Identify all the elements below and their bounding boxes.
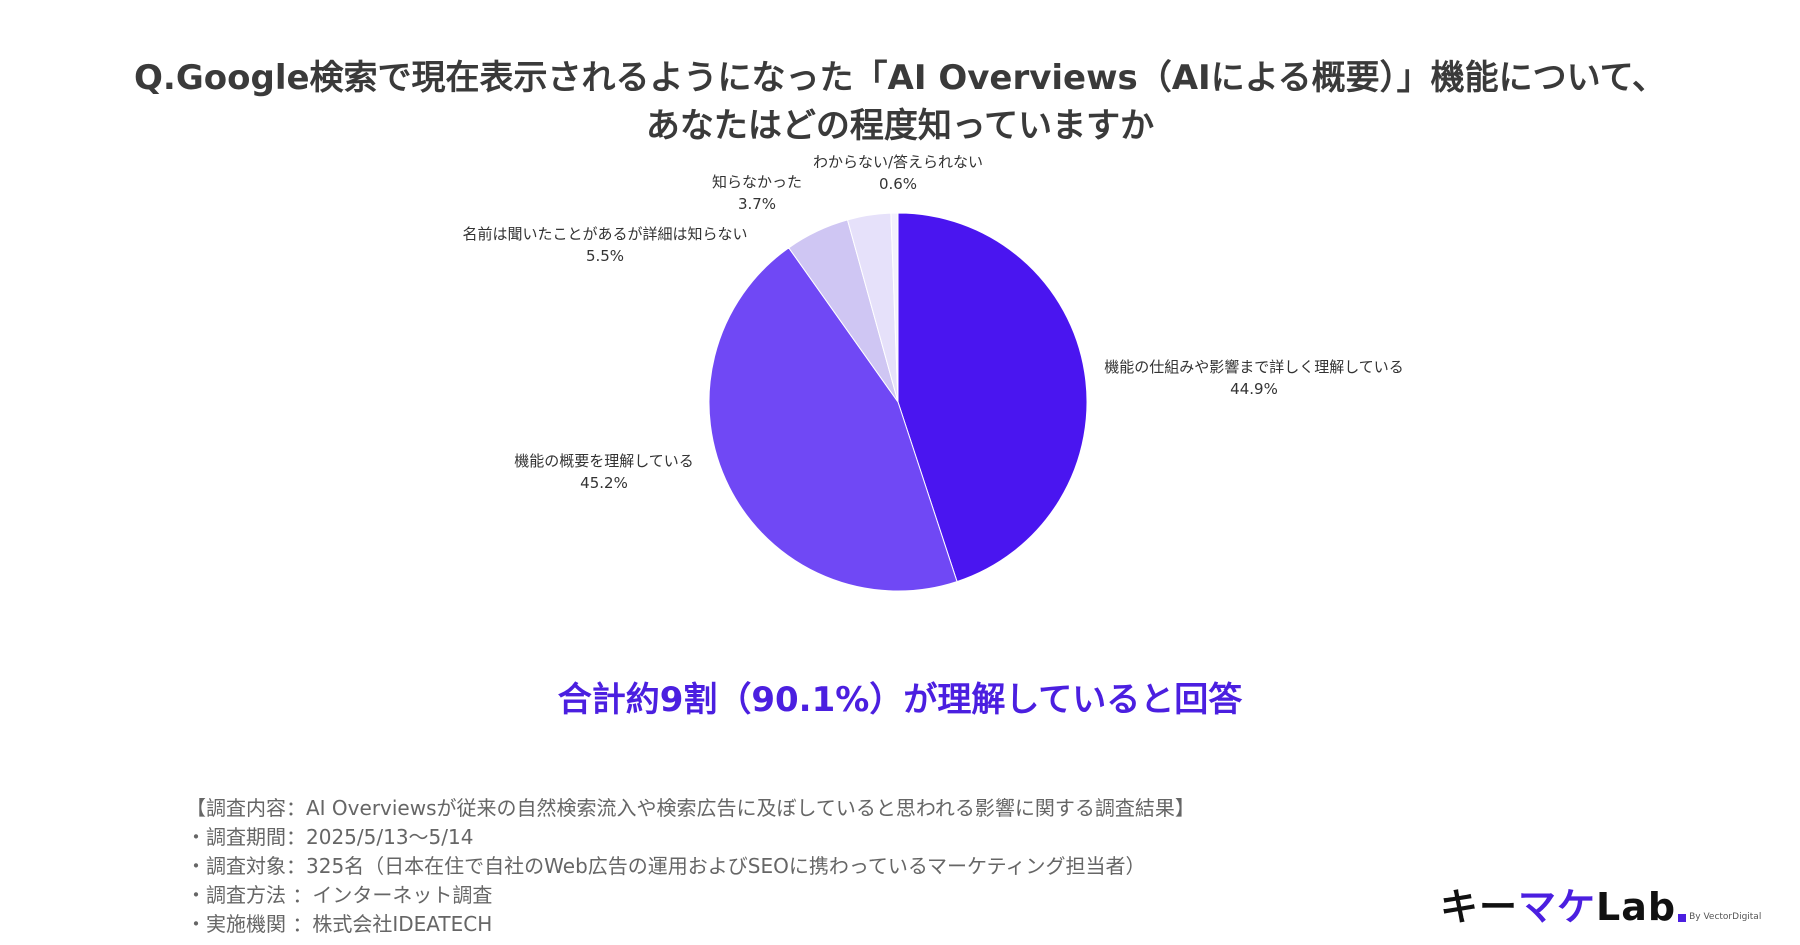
- slice-label-unknown-no-answer: わからない/答えられない: [813, 153, 983, 171]
- slice-value-did-not-know: 3.7%: [738, 195, 776, 213]
- pie-slice-deep-understanding: [897, 212, 1088, 583]
- pie-slices: [708, 212, 1088, 592]
- logo-byline: By VectorDigital: [1689, 912, 1762, 922]
- pie-slice-overview-understanding: [708, 247, 958, 592]
- logo-dot-icon: [1678, 914, 1687, 922]
- brand-logo: キーマケLab By VectorDigital: [1440, 888, 1761, 926]
- slice-label-deep-understanding: 機能の仕組みや影響まで詳しく理解している: [1104, 358, 1404, 376]
- slice-label-overview-understanding: 機能の概要を理解している: [514, 452, 694, 470]
- logo-part-3: Lab: [1596, 885, 1677, 929]
- logo-part-2: マケ: [1518, 885, 1597, 929]
- chart-title-line-1: Q.Google検索で現在表示されるようになった「AI Overviews（AI…: [134, 58, 1666, 98]
- chart-title-line-2: あなたはどの程度知っていますか: [645, 106, 1155, 146]
- note-survey-organization: ・実施機関 ：株式会社IDEATECH: [186, 912, 493, 936]
- pie-labels: 機能の仕組みや影響まで詳しく理解している 44.9% 機能の概要を理解している 45.…: [462, 153, 1403, 492]
- logo-wordmark: キーマケLab: [1440, 888, 1676, 926]
- slice-value-unknown-no-answer: 0.6%: [879, 175, 917, 193]
- slice-value-heard-name-only: 5.5%: [586, 247, 624, 265]
- note-survey-content: 【調査内容：AI Overviewsが従来の自然検索流入や検索広告に及ぼしている…: [186, 796, 1195, 820]
- slice-value-deep-understanding: 44.9%: [1230, 380, 1278, 398]
- note-survey-method: ・調査方法 ：インターネット調査: [186, 883, 493, 907]
- slice-value-overview-understanding: 45.2%: [580, 474, 628, 492]
- note-survey-period: ・調査期間：2025/5/13〜5/14: [186, 825, 474, 849]
- summary-text: 合計約9割（90.1%）が理解していると回答: [557, 680, 1243, 720]
- note-survey-target: ・調査対象：325名（日本在住で自社のWeb広告の運用およびSEOに携わっている…: [186, 854, 1146, 878]
- logo-part-1: キー: [1440, 885, 1519, 929]
- slice-label-did-not-know: 知らなかった: [712, 173, 802, 191]
- pie-slice-unknown-no-answer: [890, 212, 899, 403]
- survey-notes: 【調査内容：AI Overviewsが従来の自然検索流入や検索広告に及ぼしている…: [186, 794, 1195, 939]
- slice-label-heard-name-only: 名前は聞いたことがあるが詳細は知らない: [462, 225, 747, 243]
